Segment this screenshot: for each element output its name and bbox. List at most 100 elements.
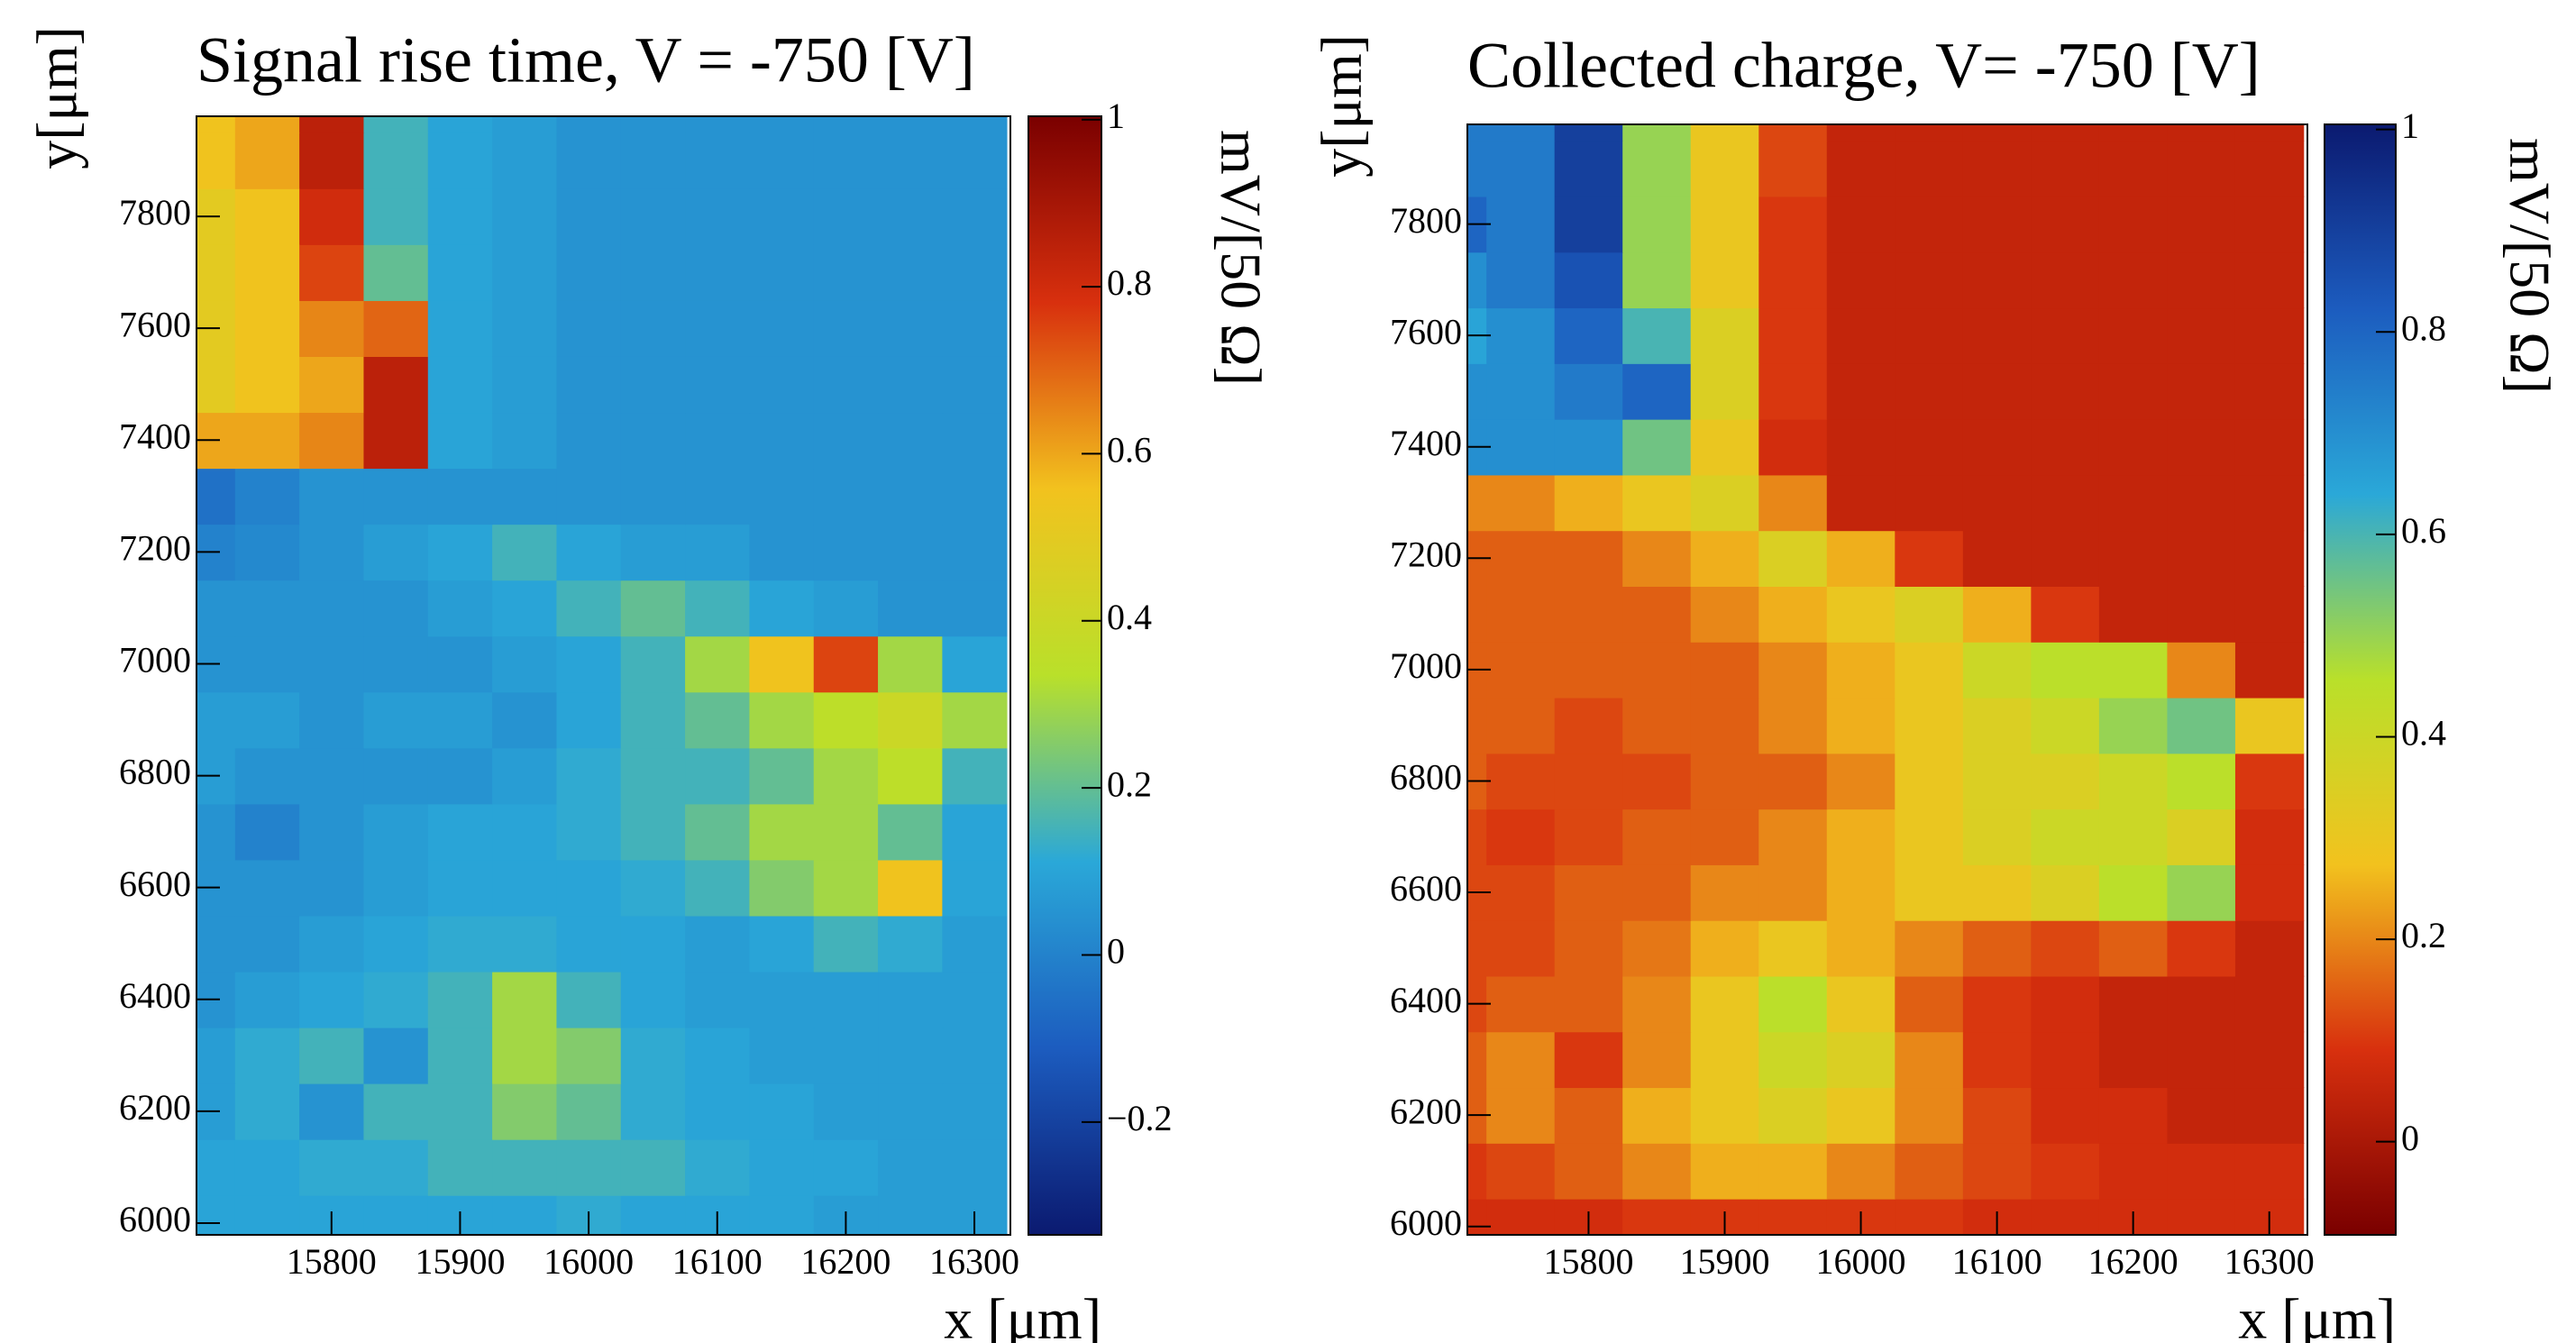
heatmap-cell (1486, 307, 1556, 364)
heatmap-cell (942, 524, 1008, 581)
heatmap-cell (942, 691, 1008, 749)
heatmap-cell (620, 635, 686, 693)
heatmap-cell (1826, 474, 1896, 532)
heatmap-cell (1554, 474, 1624, 532)
heatmap-cell (1554, 919, 1624, 977)
heatmap-cell (620, 1194, 686, 1235)
heatmap-cell (620, 1138, 686, 1196)
heatmap-cell (427, 412, 493, 470)
heatmap-cell (685, 635, 751, 693)
heatmap-cell (942, 1138, 1008, 1196)
heatmap-cell (1690, 307, 1760, 364)
heatmap-cell (1622, 474, 1692, 532)
heatmap-cell (1826, 196, 1896, 253)
heatmap-cell (749, 188, 815, 245)
heatmap-cell (556, 412, 622, 470)
heatmap-cell (2031, 1143, 2100, 1200)
y-tick-label: 6000 (1390, 1202, 1462, 1243)
heatmap-cell (1758, 641, 1828, 699)
heatmap-cell (1758, 1031, 1828, 1089)
heatmap-cell (749, 859, 815, 917)
heatmap-cell (685, 188, 751, 245)
y-tick-label: 6000 (119, 1199, 191, 1239)
heatmap-cell (1486, 140, 1556, 197)
heatmap-cell (1962, 1143, 2032, 1200)
plot-frame (196, 115, 1011, 1236)
heatmap-cell (1622, 140, 1692, 197)
heatmap-cell (427, 188, 493, 245)
heatmap-cell (427, 1138, 493, 1196)
heatmap-cell (1554, 140, 1624, 197)
x-axis-label: x [μm] (2238, 1287, 2396, 1343)
heatmap-cell (1826, 363, 1896, 420)
heatmap-cell (556, 859, 622, 917)
x-axis-label: x [μm] (944, 1287, 1101, 1343)
heatmap-cell (492, 1138, 558, 1196)
heatmap-cell (1826, 1087, 1896, 1144)
heatmap-cell (2098, 975, 2169, 1033)
heatmap-cell (1826, 1143, 1896, 1200)
heatmap-cell (813, 580, 879, 637)
heatmap-cell (1962, 251, 2032, 309)
heatmap-cell (2031, 530, 2100, 588)
heatmap-cell (2031, 124, 2100, 142)
heatmap-cell (234, 803, 300, 861)
heatmap-cell (1758, 975, 1828, 1033)
heatmap-cell (234, 859, 300, 917)
heatmap-cell (1554, 864, 1624, 921)
heatmap-cell (234, 524, 300, 581)
heatmap-cell (1622, 641, 1692, 699)
heatmap-cell (2098, 307, 2169, 364)
heatmap-cell (363, 1194, 429, 1235)
heatmap-cell (556, 1027, 622, 1084)
heatmap-cell (878, 915, 944, 973)
heatmap-cell (1622, 196, 1692, 253)
heatmap-cell (878, 971, 944, 1028)
heatmap-cell (1826, 124, 1896, 142)
y-tick-label: 6400 (1390, 980, 1462, 1020)
heatmap-cell (1554, 975, 1624, 1033)
heatmap-cell (1486, 196, 1556, 253)
heatmap-cell (813, 747, 879, 805)
heatmap-cell (2031, 140, 2100, 197)
heatmap-cell (1690, 919, 1760, 977)
heatmap-cell (234, 1138, 300, 1196)
heatmap-cell (1962, 809, 2032, 865)
x-tick-label: 16100 (1952, 1241, 2042, 1282)
colorbar (1028, 115, 1102, 1236)
y-tick-label: 6800 (119, 752, 191, 792)
heatmap-cell (1895, 251, 1964, 309)
heatmap-cell (1962, 697, 2032, 754)
heatmap-cell (1962, 363, 2032, 420)
heatmap-cell (2234, 809, 2305, 865)
heatmap-cell (234, 747, 300, 805)
heatmap-cell (749, 412, 815, 470)
heatmap-cell (1622, 1198, 1692, 1235)
heatmap-cell (2031, 196, 2100, 253)
heatmap-cell (2098, 641, 2169, 699)
y-tick-label: 6800 (1390, 757, 1462, 798)
heatmap-cell (1690, 530, 1760, 588)
heatmap-cell (813, 691, 879, 749)
heatmap-cell (813, 468, 879, 525)
heatmap-cell (1690, 586, 1760, 643)
heatmap-cell (685, 524, 751, 581)
heatmap-cell (2167, 1198, 2236, 1235)
colorbar-tick-label: 0 (2401, 1118, 2419, 1158)
heatmap-cell (942, 803, 1008, 861)
heatmap-cell (1895, 418, 1964, 476)
heatmap-cell (1758, 418, 1828, 476)
heatmap-cell (1758, 1143, 1828, 1200)
heatmap-cell (2098, 251, 2169, 309)
heatmap-cell (1826, 641, 1896, 699)
heatmap-cell (427, 300, 493, 357)
heatmap-cell (749, 580, 815, 637)
heatmap-cell (1758, 124, 1828, 142)
heatmap-cell (1895, 124, 1964, 142)
heatmap-cell (620, 244, 686, 301)
heatmap-cell (1962, 753, 2032, 810)
heatmap-cell (878, 356, 944, 414)
heatmap-cell (1690, 140, 1760, 197)
heatmap-cell (492, 116, 558, 133)
